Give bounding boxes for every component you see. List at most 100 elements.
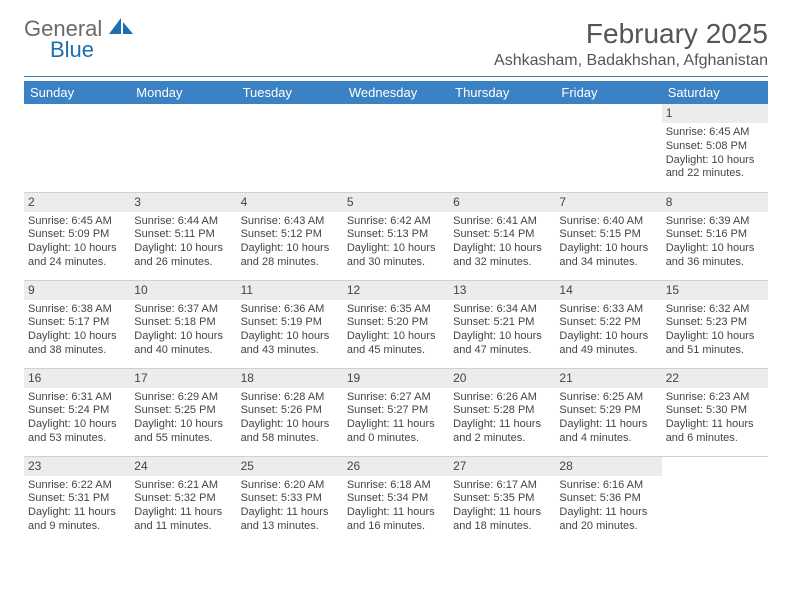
weekday-header: Monday <box>130 81 236 104</box>
day-details: Sunrise: 6:43 AMSunset: 5:12 PMDaylight:… <box>237 212 343 272</box>
day-detail-line: Sunset: 5:15 PM <box>559 228 657 242</box>
calendar-day-cell <box>24 104 130 192</box>
header-row: General Blue February 2025 Ashkasham, Ba… <box>24 18 768 70</box>
calendar-day-cell: 4Sunrise: 6:43 AMSunset: 5:12 PMDaylight… <box>237 192 343 280</box>
calendar-table: Sunday Monday Tuesday Wednesday Thursday… <box>24 81 768 544</box>
day-detail-line: and 58 minutes. <box>241 432 339 446</box>
logo-word-2: Blue <box>50 39 135 61</box>
weekday-header: Sunday <box>24 81 130 104</box>
day-detail-line: Daylight: 10 hours <box>134 418 232 432</box>
day-detail-line: Daylight: 10 hours <box>559 242 657 256</box>
day-detail-line: Sunrise: 6:16 AM <box>559 479 657 493</box>
day-detail-line: Sunrise: 6:31 AM <box>28 391 126 405</box>
location-subtitle: Ashkasham, Badakhshan, Afghanistan <box>494 52 768 70</box>
day-detail-line: Daylight: 10 hours <box>666 242 764 256</box>
calendar-day-cell <box>343 104 449 192</box>
day-detail-line: Sunrise: 6:28 AM <box>241 391 339 405</box>
calendar-day-cell: 5Sunrise: 6:42 AMSunset: 5:13 PMDaylight… <box>343 192 449 280</box>
day-detail-line: Sunrise: 6:43 AM <box>241 215 339 229</box>
calendar-day-cell: 16Sunrise: 6:31 AMSunset: 5:24 PMDayligh… <box>24 368 130 456</box>
day-detail-line: Daylight: 11 hours <box>134 506 232 520</box>
day-detail-line: Sunset: 5:31 PM <box>28 492 126 506</box>
day-detail-line: Sunset: 5:13 PM <box>347 228 445 242</box>
day-detail-line: Daylight: 10 hours <box>241 242 339 256</box>
day-number: 5 <box>343 193 449 212</box>
day-detail-line: and 49 minutes. <box>559 344 657 358</box>
day-detail-line: Sunset: 5:11 PM <box>134 228 232 242</box>
day-number: 18 <box>237 369 343 388</box>
logo: General Blue <box>24 18 135 61</box>
day-detail-line: Daylight: 10 hours <box>134 330 232 344</box>
day-number: 23 <box>24 457 130 476</box>
day-detail-line: Sunset: 5:17 PM <box>28 316 126 330</box>
day-detail-line: Sunrise: 6:26 AM <box>453 391 551 405</box>
calendar-day-cell: 12Sunrise: 6:35 AMSunset: 5:20 PMDayligh… <box>343 280 449 368</box>
day-detail-line: and 40 minutes. <box>134 344 232 358</box>
calendar-day-cell: 27Sunrise: 6:17 AMSunset: 5:35 PMDayligh… <box>449 456 555 544</box>
day-number: 14 <box>555 281 661 300</box>
day-detail-line: Sunrise: 6:29 AM <box>134 391 232 405</box>
day-number: 24 <box>130 457 236 476</box>
day-details: Sunrise: 6:36 AMSunset: 5:19 PMDaylight:… <box>237 300 343 360</box>
day-detail-line: Daylight: 10 hours <box>241 418 339 432</box>
day-detail-line: and 9 minutes. <box>28 520 126 534</box>
calendar-day-cell: 3Sunrise: 6:44 AMSunset: 5:11 PMDaylight… <box>130 192 236 280</box>
day-detail-line: Sunset: 5:36 PM <box>559 492 657 506</box>
weekday-header-row: Sunday Monday Tuesday Wednesday Thursday… <box>24 81 768 104</box>
day-details: Sunrise: 6:44 AMSunset: 5:11 PMDaylight:… <box>130 212 236 272</box>
logo-sail-icon <box>109 18 135 41</box>
day-number: 22 <box>662 369 768 388</box>
day-details: Sunrise: 6:40 AMSunset: 5:15 PMDaylight:… <box>555 212 661 272</box>
day-details: Sunrise: 6:18 AMSunset: 5:34 PMDaylight:… <box>343 476 449 536</box>
day-detail-line: and 53 minutes. <box>28 432 126 446</box>
day-details: Sunrise: 6:41 AMSunset: 5:14 PMDaylight:… <box>449 212 555 272</box>
day-detail-line: Sunset: 5:22 PM <box>559 316 657 330</box>
day-number: 9 <box>24 281 130 300</box>
day-detail-line: Daylight: 10 hours <box>241 330 339 344</box>
calendar-week-row: 2Sunrise: 6:45 AMSunset: 5:09 PMDaylight… <box>24 192 768 280</box>
day-detail-line: Sunset: 5:25 PM <box>134 404 232 418</box>
day-number: 6 <box>449 193 555 212</box>
day-details: Sunrise: 6:37 AMSunset: 5:18 PMDaylight:… <box>130 300 236 360</box>
day-detail-line: and 36 minutes. <box>666 256 764 270</box>
day-detail-line: Sunset: 5:33 PM <box>241 492 339 506</box>
calendar-day-cell: 26Sunrise: 6:18 AMSunset: 5:34 PMDayligh… <box>343 456 449 544</box>
calendar-day-cell: 18Sunrise: 6:28 AMSunset: 5:26 PMDayligh… <box>237 368 343 456</box>
day-number: 20 <box>449 369 555 388</box>
day-detail-line: and 47 minutes. <box>453 344 551 358</box>
day-detail-line: and 24 minutes. <box>28 256 126 270</box>
calendar-day-cell <box>130 104 236 192</box>
day-detail-line: Sunset: 5:12 PM <box>241 228 339 242</box>
day-details: Sunrise: 6:34 AMSunset: 5:21 PMDaylight:… <box>449 300 555 360</box>
calendar-week-row: 16Sunrise: 6:31 AMSunset: 5:24 PMDayligh… <box>24 368 768 456</box>
day-detail-line: Daylight: 10 hours <box>347 330 445 344</box>
day-detail-line: Sunset: 5:28 PM <box>453 404 551 418</box>
day-number: 17 <box>130 369 236 388</box>
day-detail-line: Sunset: 5:29 PM <box>559 404 657 418</box>
day-details: Sunrise: 6:38 AMSunset: 5:17 PMDaylight:… <box>24 300 130 360</box>
calendar-day-cell: 7Sunrise: 6:40 AMSunset: 5:15 PMDaylight… <box>555 192 661 280</box>
day-details: Sunrise: 6:33 AMSunset: 5:22 PMDaylight:… <box>555 300 661 360</box>
title-block: February 2025 Ashkasham, Badakhshan, Afg… <box>494 18 768 70</box>
day-details: Sunrise: 6:16 AMSunset: 5:36 PMDaylight:… <box>555 476 661 536</box>
day-detail-line: and 20 minutes. <box>559 520 657 534</box>
day-detail-line: and 4 minutes. <box>559 432 657 446</box>
day-detail-line: Sunrise: 6:25 AM <box>559 391 657 405</box>
day-details: Sunrise: 6:20 AMSunset: 5:33 PMDaylight:… <box>237 476 343 536</box>
day-detail-line: and 6 minutes. <box>666 432 764 446</box>
calendar-day-cell: 8Sunrise: 6:39 AMSunset: 5:16 PMDaylight… <box>662 192 768 280</box>
day-details: Sunrise: 6:21 AMSunset: 5:32 PMDaylight:… <box>130 476 236 536</box>
day-detail-line: and 28 minutes. <box>241 256 339 270</box>
calendar-day-cell: 28Sunrise: 6:16 AMSunset: 5:36 PMDayligh… <box>555 456 661 544</box>
day-number: 16 <box>24 369 130 388</box>
calendar-day-cell: 22Sunrise: 6:23 AMSunset: 5:30 PMDayligh… <box>662 368 768 456</box>
day-detail-line: Sunrise: 6:34 AM <box>453 303 551 317</box>
calendar-day-cell <box>555 104 661 192</box>
weekday-header: Friday <box>555 81 661 104</box>
day-number: 21 <box>555 369 661 388</box>
day-details: Sunrise: 6:35 AMSunset: 5:20 PMDaylight:… <box>343 300 449 360</box>
day-detail-line: and 0 minutes. <box>347 432 445 446</box>
day-detail-line: and 18 minutes. <box>453 520 551 534</box>
day-detail-line: Sunset: 5:09 PM <box>28 228 126 242</box>
calendar-day-cell: 10Sunrise: 6:37 AMSunset: 5:18 PMDayligh… <box>130 280 236 368</box>
